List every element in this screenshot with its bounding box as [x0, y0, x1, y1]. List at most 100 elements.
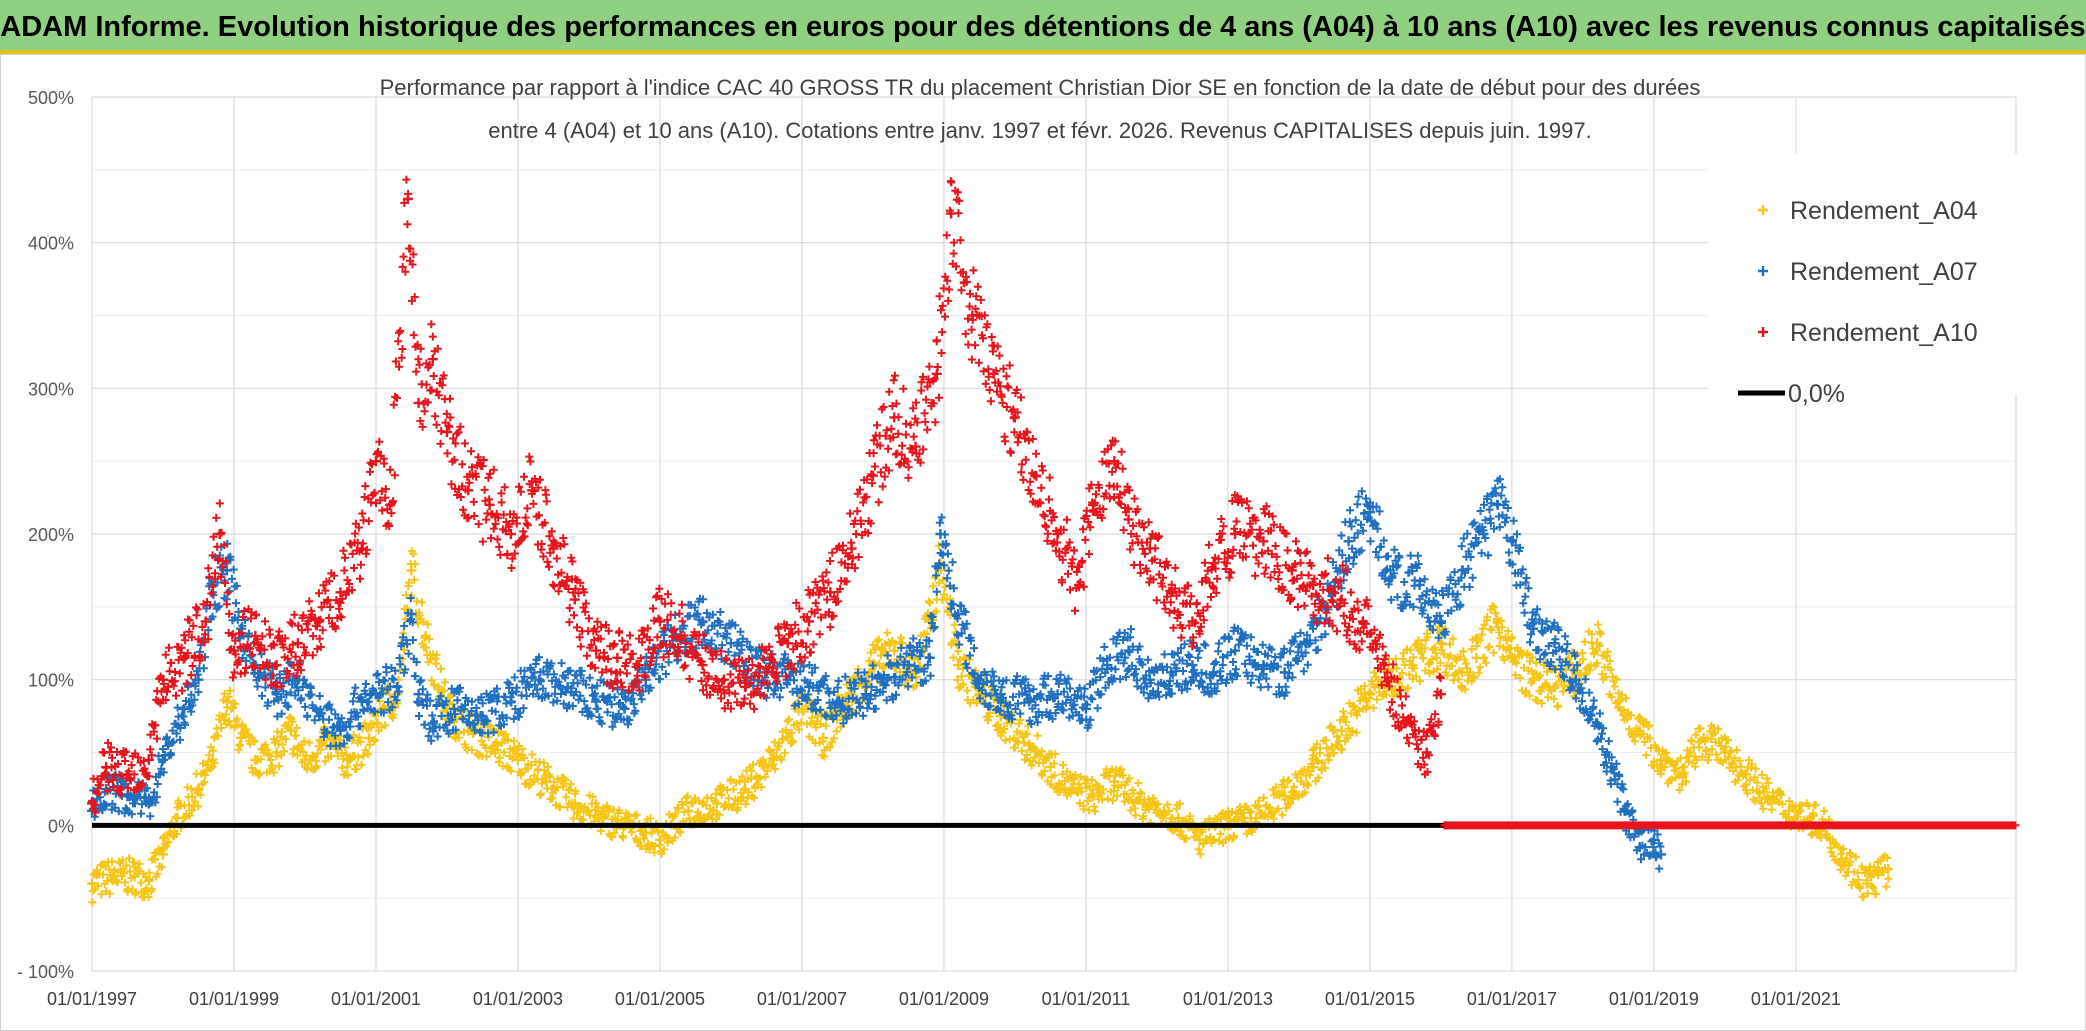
rendement-a10-point — [87, 798, 97, 809]
rendement-a10-point — [867, 470, 878, 481]
rendement-a07-point — [903, 660, 914, 671]
rendement-a04-point — [541, 776, 552, 787]
rendement-a10-point — [1166, 587, 1177, 598]
rendement-a04-point — [1308, 762, 1319, 773]
rendement-a04-point — [1783, 805, 1794, 816]
rendement-a04-point — [342, 754, 353, 765]
rendement-a07-point — [1620, 805, 1631, 816]
rendement-a04-point — [1407, 660, 1418, 671]
rendement-a04-point — [271, 747, 282, 758]
rendement-a07-point — [1386, 572, 1397, 583]
x-tick-label: 01/01/2001 — [331, 989, 421, 1009]
rendement-a07-point — [1457, 565, 1468, 576]
rendement-a07-point — [1166, 667, 1177, 678]
chart-title-line-1: Performance par rapport à l'indice CAC 4… — [380, 75, 1701, 100]
rendement-a04-point — [1762, 791, 1773, 802]
rendement-a07-point — [406, 609, 417, 620]
rendement-a10-point — [1144, 543, 1155, 554]
rendement-a04-point — [711, 798, 722, 809]
rendement-a07-point — [804, 681, 815, 692]
rendement-a10-point — [846, 543, 857, 554]
report-title: ADAM Informe. Evolution historique des p… — [0, 11, 2086, 43]
rendement-a04-point — [654, 834, 665, 845]
rendement-a04-point — [1506, 652, 1517, 663]
rendement-a07-point — [392, 681, 403, 692]
x-tick-label: 01/01/2009 — [899, 989, 989, 1009]
x-tick-label: 01/01/1997 — [47, 989, 137, 1009]
rendement-a10-point — [427, 354, 438, 365]
rendement-a04-point — [1741, 769, 1752, 780]
rendement-a04-point — [236, 732, 247, 743]
rendement-a10-point — [967, 310, 978, 321]
rendement-a07-point — [477, 711, 488, 722]
rendement-a10-point — [1421, 747, 1432, 758]
rendement-a04-point — [1613, 696, 1624, 707]
rendement-a04-point — [406, 565, 417, 576]
rendement-a10-point — [1073, 579, 1084, 590]
rendement-a07-point — [1279, 667, 1290, 678]
rendement-a04-point — [108, 871, 119, 882]
rendement-a10-point — [1230, 529, 1241, 539]
y-tick-label: - 100% — [17, 962, 74, 982]
rendement-a10-point — [1123, 514, 1134, 525]
rendement-a10-point — [931, 368, 942, 379]
rendement-a07-point — [413, 689, 424, 700]
rendement-a04-point — [1159, 805, 1170, 816]
rendement-a07-point — [860, 689, 871, 700]
rendement-a04-point — [1066, 783, 1077, 794]
rendement-a07-point — [1364, 507, 1375, 518]
rendement-a04-point — [221, 696, 232, 707]
rendement-a04-point — [1251, 813, 1262, 824]
rendement-a10-point — [761, 667, 772, 678]
rendement-a10-point — [122, 769, 133, 780]
rendement-a07-point — [1024, 696, 1035, 707]
rendement-a10-point — [718, 674, 729, 685]
rendement-a04-point — [1656, 754, 1667, 765]
rendement-a07-point — [1592, 718, 1603, 729]
rendement-a10-point — [385, 499, 396, 510]
rendement-a10-point — [228, 645, 239, 656]
rendement-a04-point — [87, 878, 97, 889]
rendement-a04-point — [1592, 638, 1603, 649]
rendement-a07-point — [1187, 660, 1198, 671]
rendement-a10-point — [292, 638, 303, 649]
rendement-a10-point — [825, 587, 836, 598]
chart-legend: Rendement_A04 Rendement_A07 Rendement_A10 0… — [1708, 154, 2018, 408]
rendement-a07-point — [924, 652, 935, 663]
rendement-a10-point — [271, 660, 282, 671]
rendement-a07-point — [179, 703, 190, 714]
rendement-a04-point — [598, 813, 609, 824]
rendement-a07-point — [697, 616, 708, 627]
report-banner: ADAM Informe. Evolution historique des p… — [0, 0, 2086, 54]
rendement-a04-point — [207, 754, 218, 765]
legend-swatch-a07 — [1758, 266, 1768, 276]
rendement-a10-point — [1435, 689, 1446, 700]
rendement-a04-point — [1024, 740, 1035, 751]
rendement-a10-zero-points — [1440, 821, 2020, 830]
rendement-a04-point — [796, 703, 807, 714]
rendement-a04-point — [1457, 667, 1468, 678]
rendement-a04-point — [1634, 725, 1645, 736]
rendement-a04-point — [250, 754, 261, 765]
rendement-a07-point — [1102, 660, 1113, 671]
x-tick-label: 01/01/1999 — [189, 989, 279, 1009]
rendement-a10-point — [200, 616, 211, 627]
rendement-a10-point — [1379, 660, 1390, 671]
rendement-a10-point — [335, 587, 346, 598]
rendement-a10-point — [740, 681, 751, 692]
rendement-a04-point — [1173, 813, 1184, 824]
chart-title-line-2: entre 4 (A04) et 10 ans (A10). Cotations… — [488, 118, 1592, 143]
rendement-a07-point — [591, 696, 602, 707]
rendement-a07-point — [1634, 842, 1645, 853]
rendement-a07-point — [974, 674, 985, 685]
rendement-a04-point — [1045, 762, 1056, 773]
rendement-a07-point — [101, 783, 112, 794]
rendement-a04-point — [1471, 652, 1482, 663]
rendement-a10-point — [441, 427, 452, 438]
rendement-a07-point — [1478, 529, 1489, 539]
rendement-a04-point — [1336, 725, 1347, 736]
y-tick-label: 0% — [48, 816, 74, 836]
rendement-a10-point — [782, 638, 793, 649]
rendement-a10-point — [697, 660, 708, 671]
rendement-a07-point — [1606, 762, 1617, 773]
